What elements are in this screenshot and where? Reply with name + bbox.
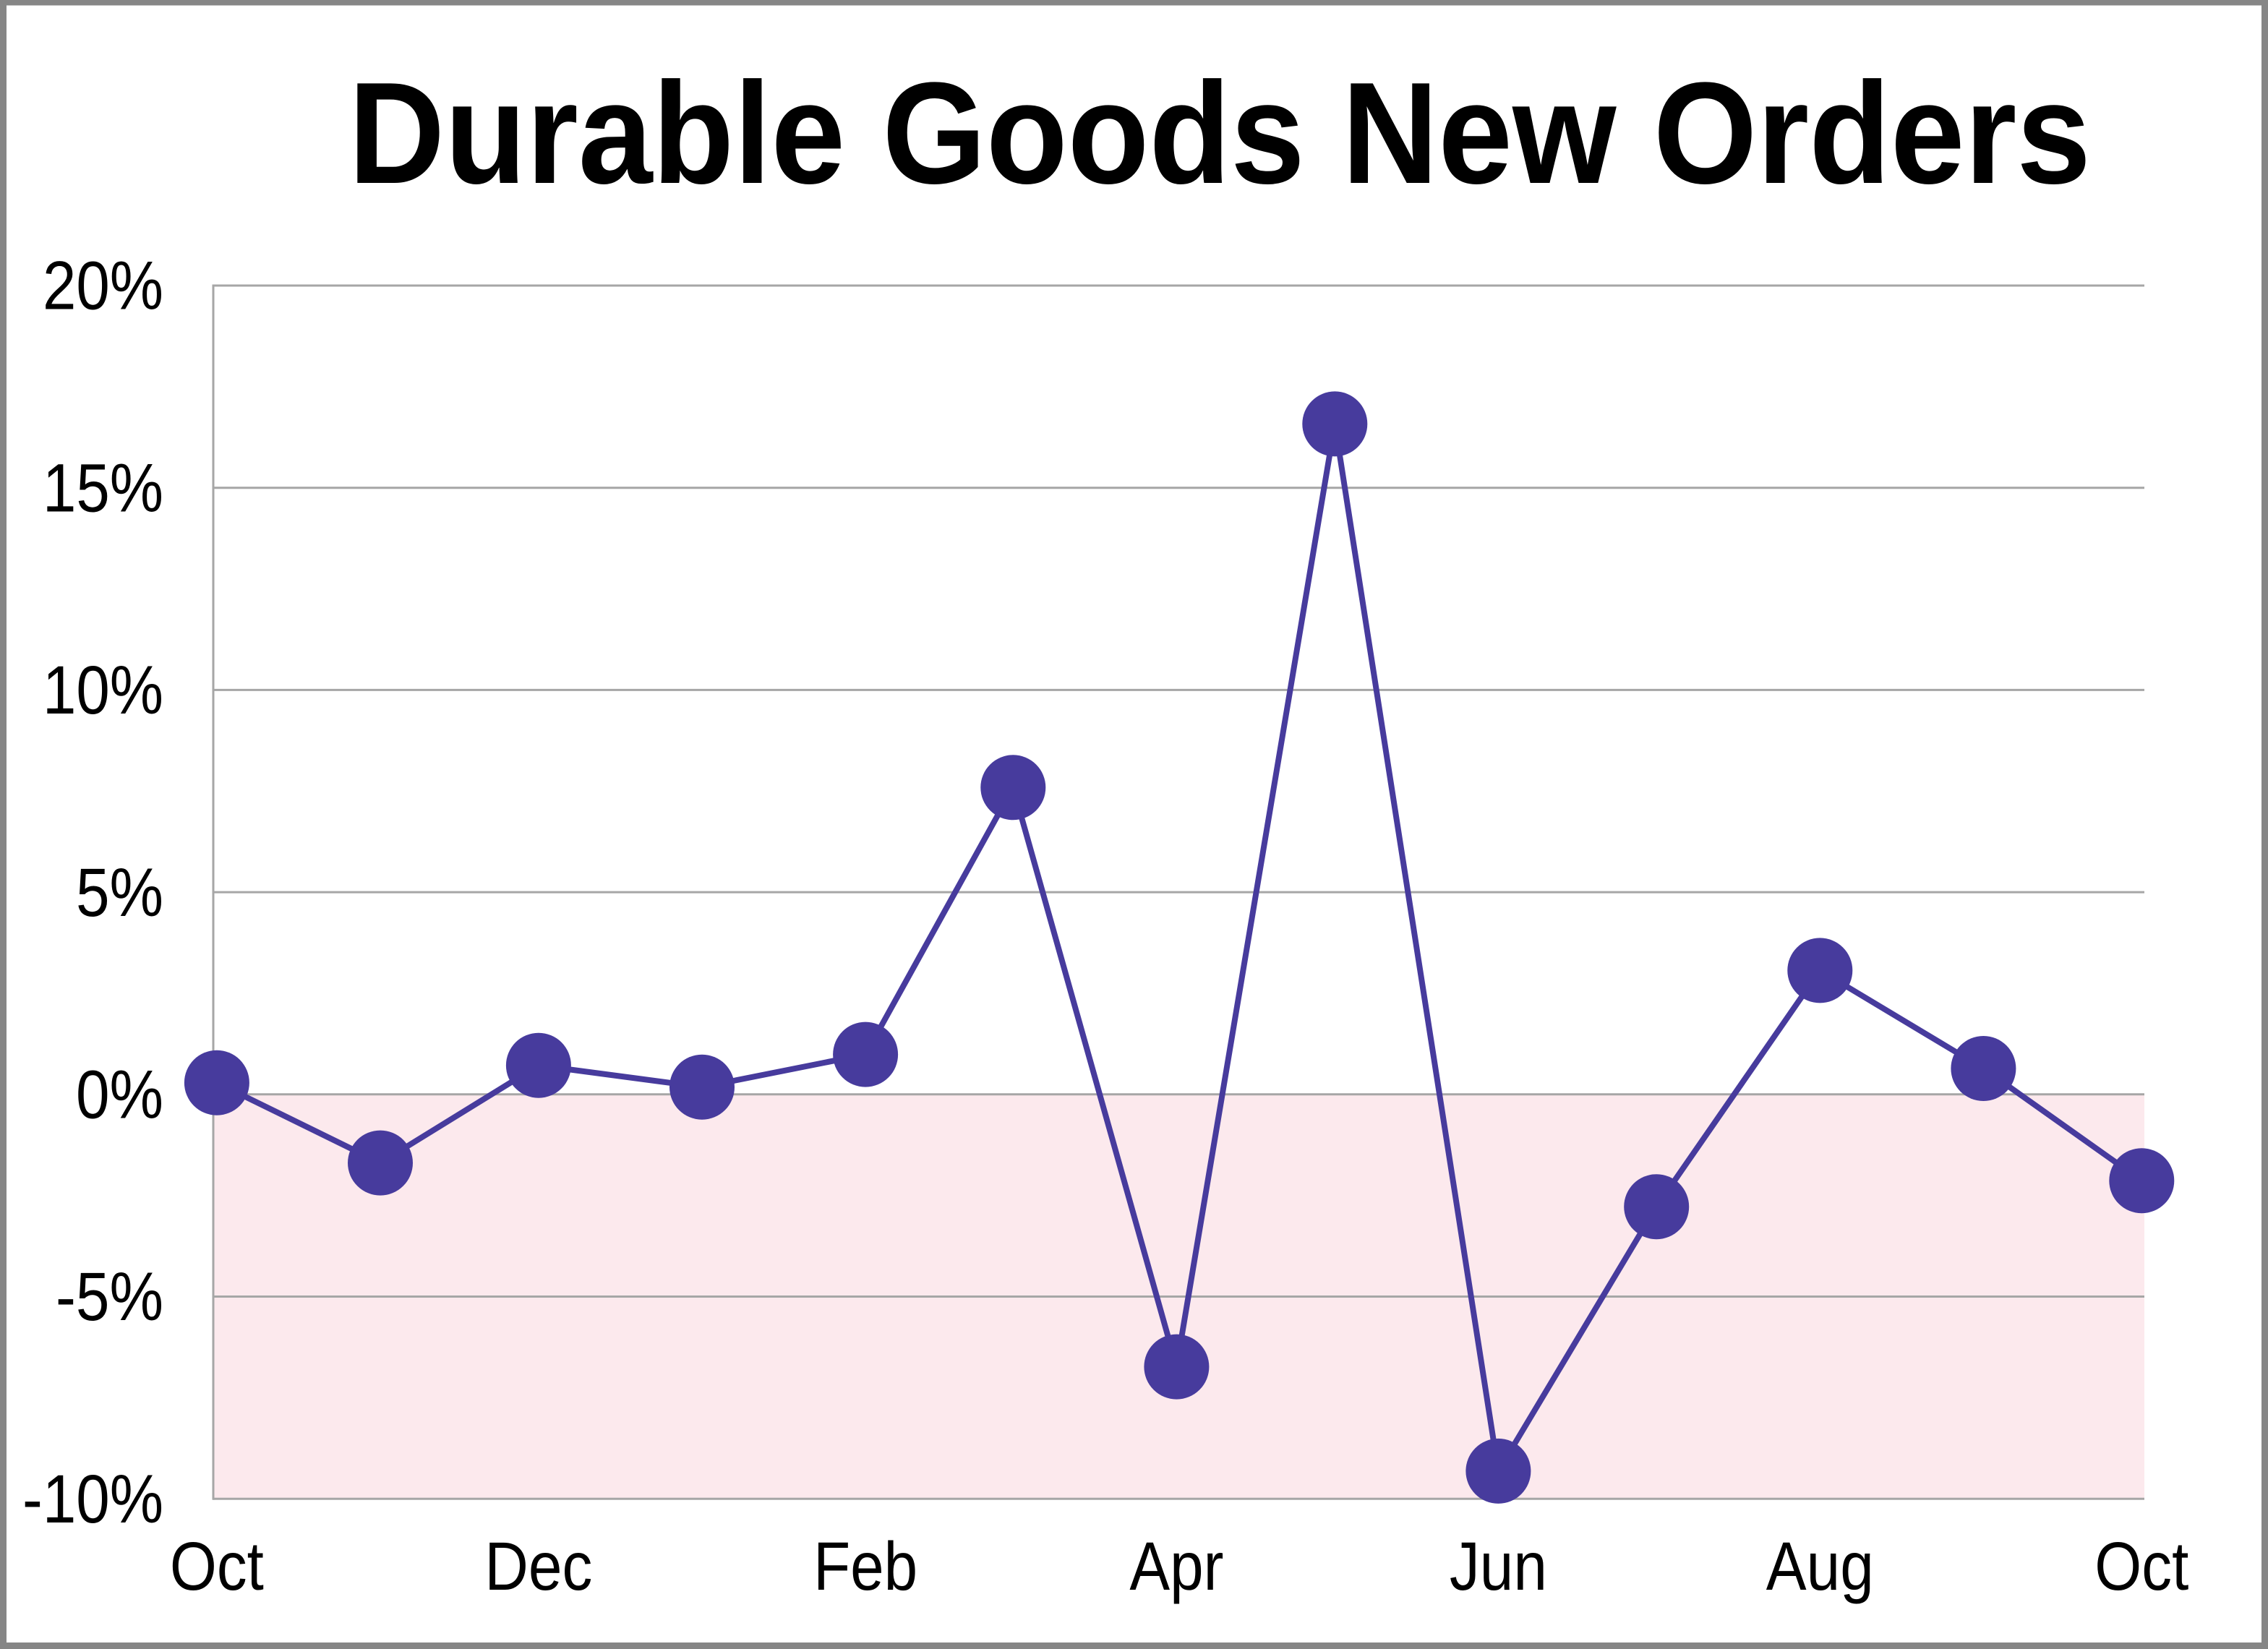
svg-text:Aug: Aug: [1766, 1528, 1874, 1605]
svg-text:15%: 15%: [43, 450, 163, 526]
svg-text:Dec: Dec: [484, 1528, 592, 1605]
svg-text:Jun: Jun: [1450, 1528, 1547, 1605]
svg-text:Apr: Apr: [1129, 1528, 1223, 1605]
svg-text:-10%: -10%: [22, 1461, 163, 1538]
svg-text:Oct: Oct: [2094, 1528, 2188, 1605]
svg-text:Oct: Oct: [170, 1528, 264, 1605]
svg-text:0%: 0%: [76, 1057, 163, 1134]
svg-text:Feb: Feb: [813, 1528, 917, 1605]
svg-text:10%: 10%: [43, 652, 163, 729]
svg-text:-5%: -5%: [56, 1259, 163, 1335]
svg-text:5%: 5%: [76, 855, 163, 931]
svg-text:20%: 20%: [43, 248, 163, 325]
svg-text:Durable Goods New Orders: Durable Goods New Orders: [348, 53, 2091, 214]
